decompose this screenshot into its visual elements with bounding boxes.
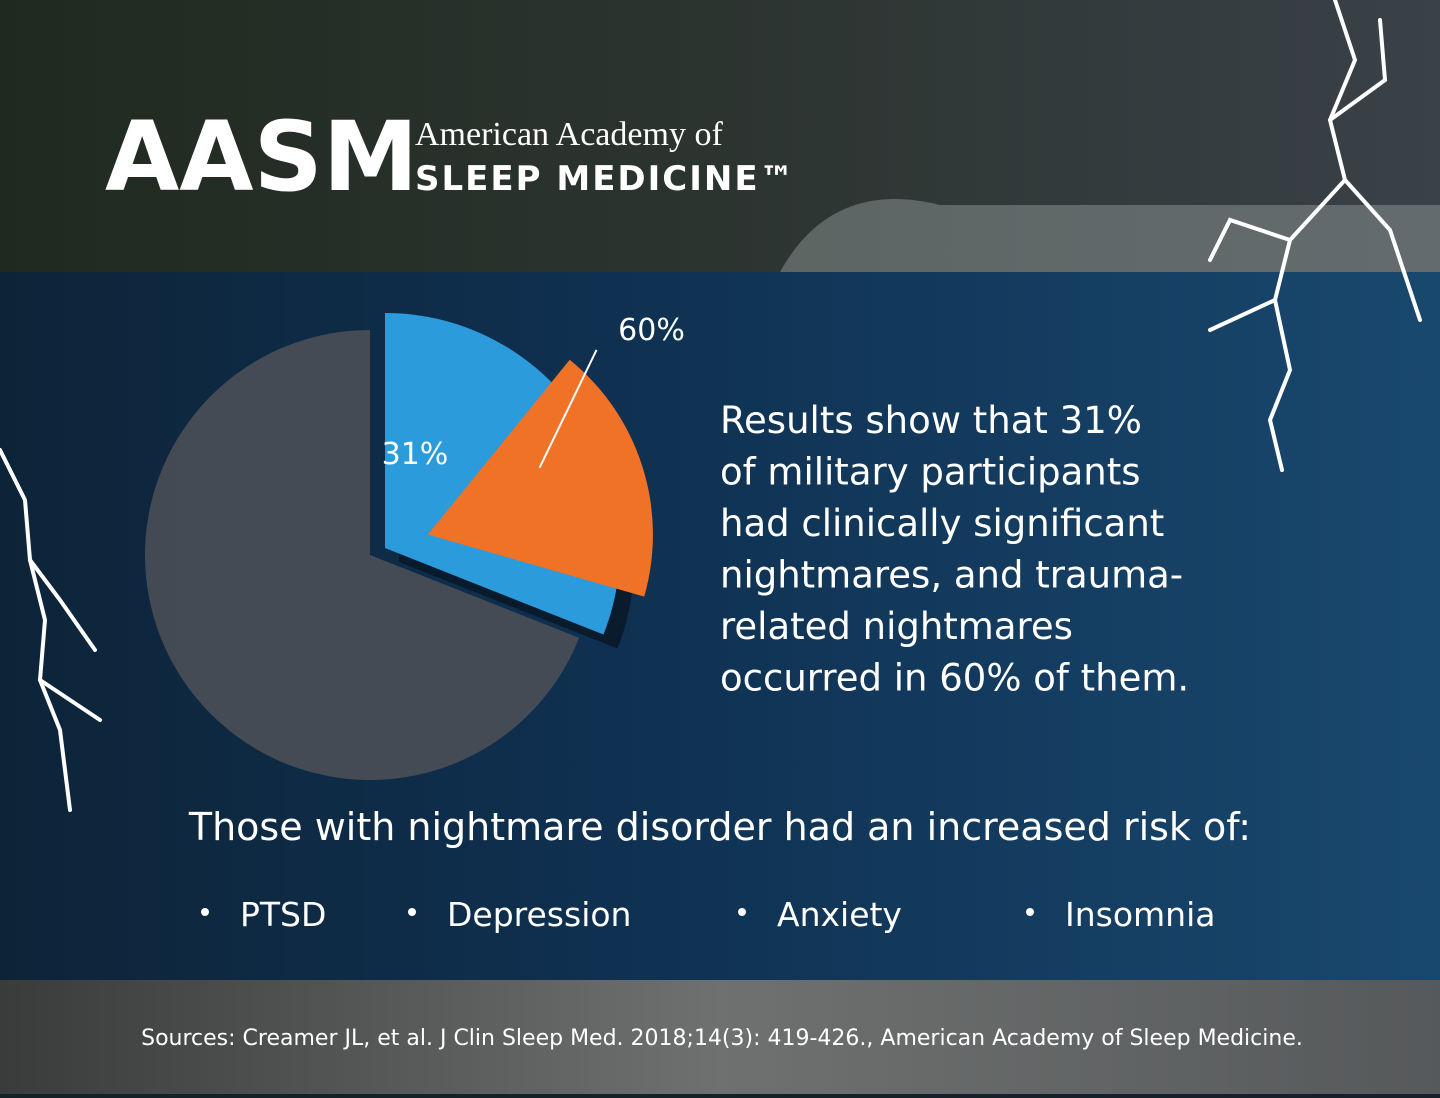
summary-line: nightmares, and trauma- <box>720 554 1183 597</box>
summary-line: occurred in 60% of them. <box>720 657 1189 700</box>
risk-item: PTSD <box>240 895 326 934</box>
bullet <box>1026 908 1034 916</box>
bullet <box>738 908 746 916</box>
summary: Results show that 31% of military partici… <box>720 399 1189 700</box>
risk-heading: Those with nightmare disorder had an inc… <box>188 805 1251 849</box>
lightning <box>0 0 1422 812</box>
sub-slice <box>427 359 653 597</box>
summary-line: had clinically significant <box>720 502 1164 545</box>
risk-item: Depression <box>447 895 631 934</box>
slice-label: 31% <box>382 437 449 472</box>
risk-list: PTSD Depression Anxiety Insomnia <box>201 895 1215 934</box>
pie-chart: 31% 60% <box>144 313 685 780</box>
bottom-band <box>0 980 1440 1094</box>
logo: AASM <box>105 101 418 213</box>
photo-shape <box>780 199 1440 272</box>
summary-line: related nightmares <box>720 605 1073 648</box>
leader-line <box>538 349 598 469</box>
pie-slice <box>144 330 580 780</box>
sub-slice-label: 60% <box>618 313 685 348</box>
summary-line: Results show that 31% <box>720 399 1142 442</box>
sources: Sources: Creamer JL, et al. J Clin Sleep… <box>141 1026 1303 1051</box>
org-line1: American Academy of <box>415 116 723 153</box>
risk-item: Anxiety <box>777 895 902 934</box>
risk-item: Insomnia <box>1065 895 1215 934</box>
bullet <box>201 908 209 916</box>
org-line2: SLEEP MEDICINE™ <box>415 159 796 199</box>
bullet <box>408 908 416 916</box>
summary-line: of military participants <box>720 451 1141 494</box>
